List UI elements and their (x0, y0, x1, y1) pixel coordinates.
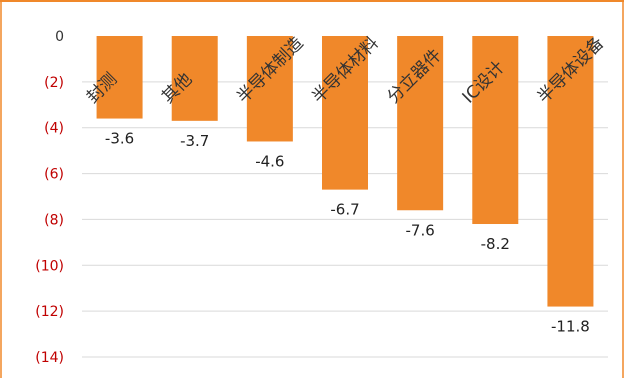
bars (96, 36, 594, 307)
y-tick-label: (14) (35, 350, 64, 366)
bar (96, 36, 143, 119)
data-label: -4.6 (255, 152, 284, 170)
y-tick-label: (10) (35, 258, 64, 274)
bar (171, 36, 218, 121)
y-tick-label: (8) (44, 212, 64, 228)
data-label: -11.8 (551, 318, 590, 336)
bar (547, 36, 594, 307)
y-tick-label: (12) (35, 304, 64, 320)
bar (397, 36, 444, 211)
data-label: -6.7 (330, 201, 359, 219)
y-tick-label: (2) (44, 75, 64, 91)
bar (246, 36, 293, 142)
data-labels: -3.6 -3.7 -4.6 -6.7 -7.6 -8.2 -11.8 (105, 130, 590, 336)
bar (322, 36, 368, 190)
y-tick-label: 0 (55, 29, 64, 45)
data-label: -3.7 (180, 132, 209, 150)
data-label: -7.6 (406, 221, 435, 239)
y-axis-ticks: 0 (2) (4) (6) (8) (10) (12) (14) (35, 29, 64, 366)
y-tick-label: (6) (44, 167, 64, 183)
data-label: -8.2 (481, 235, 510, 253)
data-label: -3.6 (105, 130, 134, 148)
y-tick-label: (4) (44, 121, 64, 137)
bar (472, 36, 519, 225)
